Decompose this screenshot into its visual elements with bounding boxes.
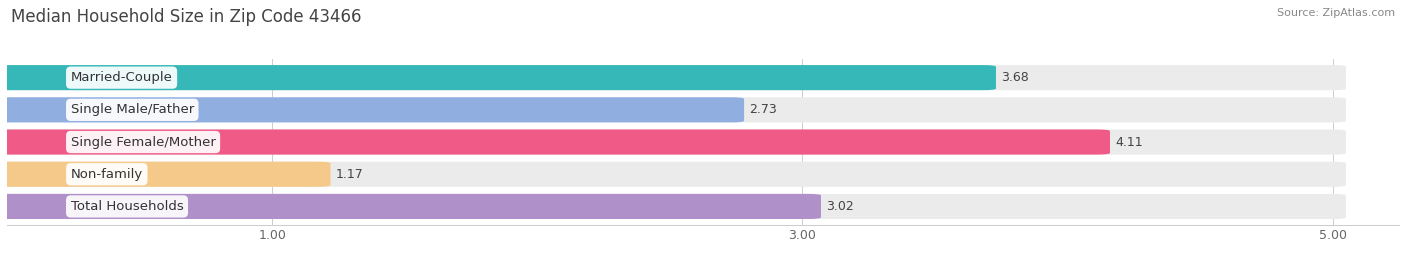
FancyBboxPatch shape	[0, 65, 1346, 90]
FancyBboxPatch shape	[0, 97, 1346, 122]
FancyBboxPatch shape	[0, 194, 1346, 219]
Text: Single Female/Mother: Single Female/Mother	[70, 136, 215, 148]
Text: 2.73: 2.73	[749, 103, 778, 116]
Text: Single Male/Father: Single Male/Father	[70, 103, 194, 116]
FancyBboxPatch shape	[0, 162, 330, 187]
FancyBboxPatch shape	[0, 194, 821, 219]
FancyBboxPatch shape	[0, 97, 744, 122]
Text: 4.11: 4.11	[1115, 136, 1143, 148]
Text: 3.68: 3.68	[1001, 71, 1029, 84]
Text: Total Households: Total Households	[70, 200, 183, 213]
FancyBboxPatch shape	[0, 65, 995, 90]
FancyBboxPatch shape	[0, 162, 1346, 187]
Text: Median Household Size in Zip Code 43466: Median Household Size in Zip Code 43466	[11, 8, 361, 26]
Text: 3.02: 3.02	[827, 200, 853, 213]
FancyBboxPatch shape	[0, 129, 1109, 155]
Text: Married-Couple: Married-Couple	[70, 71, 173, 84]
Text: 1.17: 1.17	[336, 168, 364, 181]
FancyBboxPatch shape	[0, 129, 1346, 155]
Text: Non-family: Non-family	[70, 168, 143, 181]
Text: Source: ZipAtlas.com: Source: ZipAtlas.com	[1277, 8, 1395, 18]
